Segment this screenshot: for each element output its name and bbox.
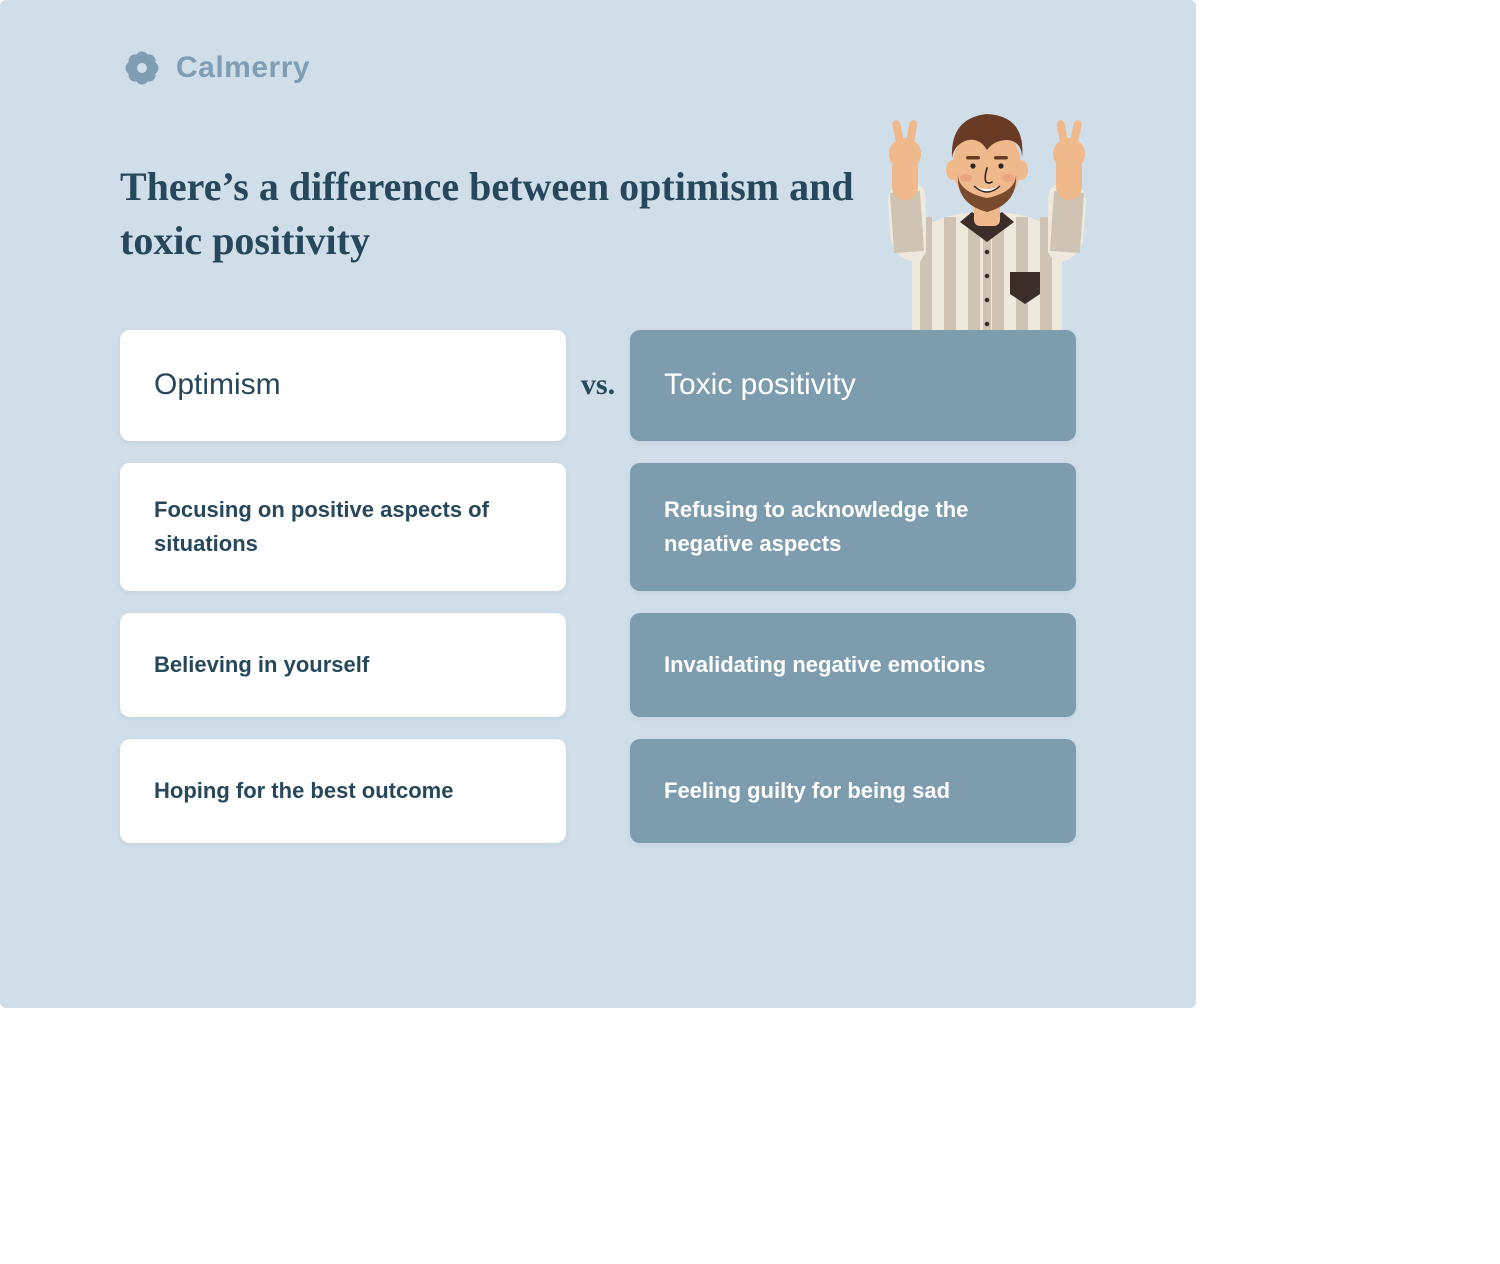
logo-icon bbox=[122, 48, 162, 88]
brand-logo: Calmerry bbox=[122, 48, 310, 88]
column-header-left-text: Optimism bbox=[154, 362, 281, 409]
grid-spacer bbox=[566, 463, 630, 591]
left-item-text: Focusing on positive aspects of situatio… bbox=[154, 493, 532, 561]
column-header-left: Optimism bbox=[120, 330, 566, 441]
comparison-grid: Optimism vs. Toxic positivity Focusing o… bbox=[120, 330, 1076, 843]
left-item-text: Believing in yourself bbox=[154, 648, 369, 682]
left-item: Believing in yourself bbox=[120, 613, 566, 717]
left-item: Focusing on positive aspects of situatio… bbox=[120, 463, 566, 591]
right-item-text: Invalidating negative emotions bbox=[664, 648, 986, 682]
right-item: Invalidating negative emotions bbox=[630, 613, 1076, 717]
person-illustration bbox=[852, 62, 1122, 362]
column-header-right: Toxic positivity bbox=[630, 330, 1076, 441]
grid-spacer bbox=[566, 739, 630, 843]
right-item: Refusing to acknowledge the negative asp… bbox=[630, 463, 1076, 591]
brand-name: Calmerry bbox=[176, 51, 310, 85]
column-header-right-text: Toxic positivity bbox=[664, 362, 856, 409]
right-item-text: Refusing to acknowledge the negative asp… bbox=[664, 493, 1042, 561]
left-item-text: Hoping for the best outcome bbox=[154, 774, 453, 808]
infographic-canvas: Calmerry There’s a difference between op… bbox=[0, 0, 1196, 1008]
page-title: There’s a difference between optimism an… bbox=[120, 160, 860, 268]
right-item: Feeling guilty for being sad bbox=[630, 739, 1076, 843]
vs-label: vs. bbox=[566, 330, 630, 441]
right-item-text: Feeling guilty for being sad bbox=[664, 774, 950, 808]
left-item: Hoping for the best outcome bbox=[120, 739, 566, 843]
grid-spacer bbox=[566, 613, 630, 717]
